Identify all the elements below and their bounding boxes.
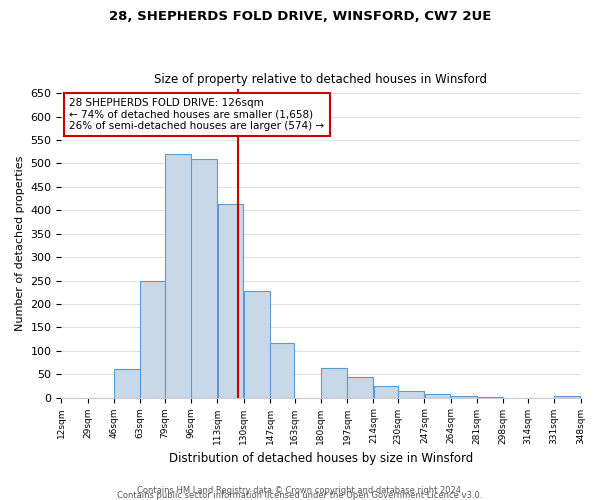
Title: Size of property relative to detached houses in Winsford: Size of property relative to detached ho… xyxy=(154,73,487,86)
Bar xyxy=(244,291,270,398)
Bar xyxy=(191,159,217,398)
Bar xyxy=(347,377,373,398)
Bar xyxy=(398,392,424,398)
Bar xyxy=(270,343,295,398)
Text: 28 SHEPHERDS FOLD DRIVE: 126sqm
← 74% of detached houses are smaller (1,658)
26%: 28 SHEPHERDS FOLD DRIVE: 126sqm ← 74% of… xyxy=(69,98,325,131)
Bar xyxy=(374,386,398,398)
Bar xyxy=(140,282,164,398)
Bar xyxy=(477,396,503,398)
Bar xyxy=(218,204,244,398)
Y-axis label: Number of detached properties: Number of detached properties xyxy=(15,156,25,331)
Text: Contains HM Land Registry data © Crown copyright and database right 2024.: Contains HM Land Registry data © Crown c… xyxy=(137,486,463,495)
Bar xyxy=(114,370,140,398)
X-axis label: Distribution of detached houses by size in Winsford: Distribution of detached houses by size … xyxy=(169,452,473,465)
Bar xyxy=(425,394,451,398)
Bar xyxy=(451,396,477,398)
Text: 28, SHEPHERDS FOLD DRIVE, WINSFORD, CW7 2UE: 28, SHEPHERDS FOLD DRIVE, WINSFORD, CW7 … xyxy=(109,10,491,23)
Bar xyxy=(554,396,580,398)
Bar xyxy=(165,154,191,398)
Text: Contains public sector information licensed under the Open Government Licence v3: Contains public sector information licen… xyxy=(118,491,482,500)
Bar xyxy=(321,368,347,398)
